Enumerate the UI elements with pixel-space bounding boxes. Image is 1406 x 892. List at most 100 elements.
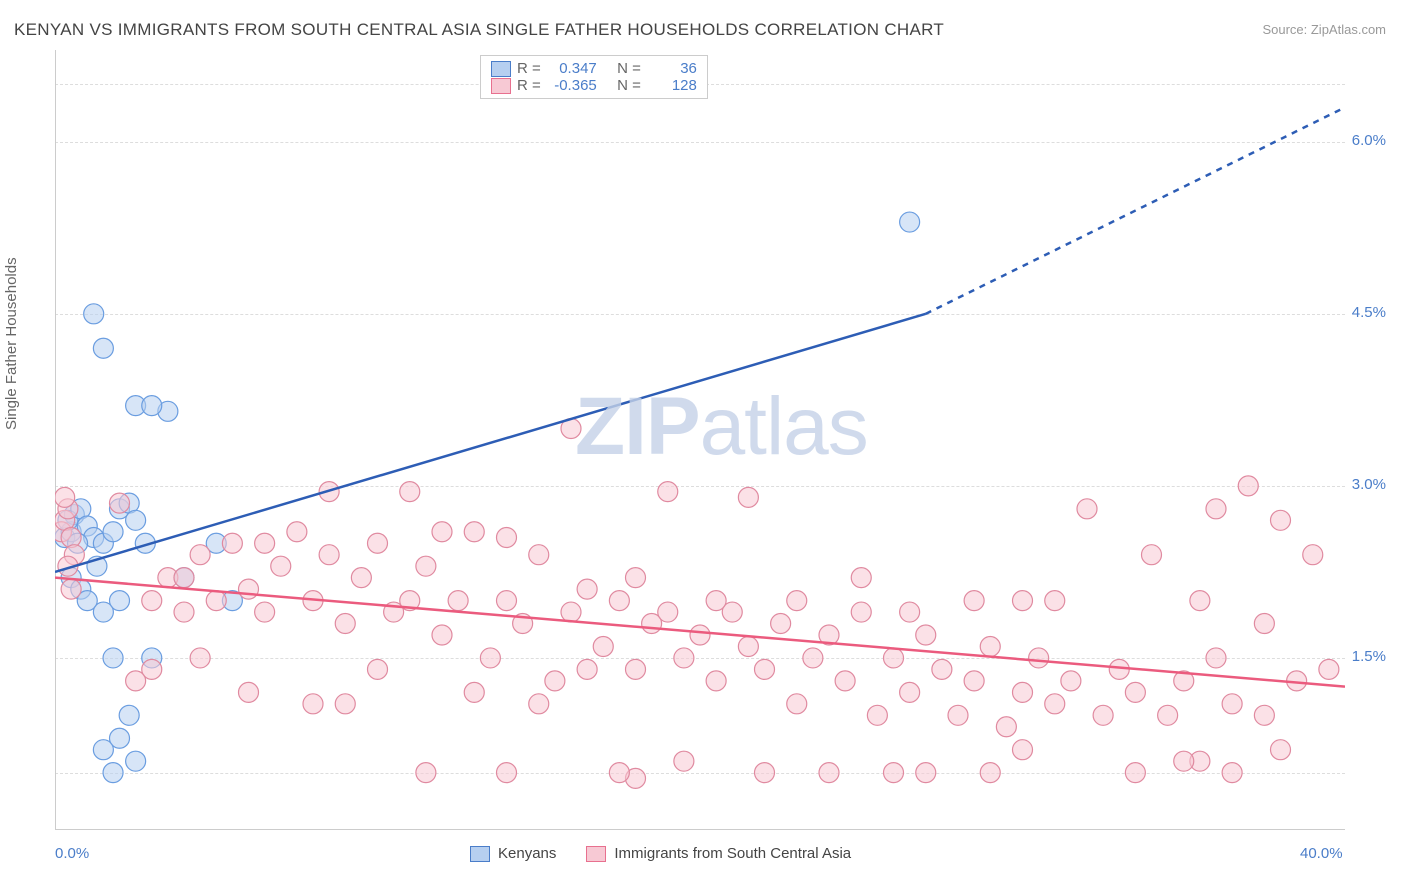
data-point [529,694,549,714]
scatter-svg [55,50,1345,830]
data-point [400,482,420,502]
data-point [706,591,726,611]
data-point [93,740,113,760]
data-point [1303,545,1323,565]
data-point [84,304,104,324]
trendline-extrapolated [926,107,1345,313]
data-point [932,659,952,679]
data-point [55,487,75,507]
data-point [319,545,339,565]
data-point [1093,705,1113,725]
r-label: R = [517,77,541,94]
data-point [787,694,807,714]
correlation-chart: KENYAN VS IMMIGRANTS FROM SOUTH CENTRAL … [0,0,1406,892]
data-point [464,522,484,542]
chart-title: KENYAN VS IMMIGRANTS FROM SOUTH CENTRAL … [14,20,944,40]
data-point [1271,740,1291,760]
data-point [609,763,629,783]
data-point [1271,510,1291,530]
legend-swatch [491,78,511,94]
data-point [142,396,162,416]
data-point [1254,705,1274,725]
legend-row: R =0.347 N =36 [491,60,697,77]
legend-row: R =-0.365 N =128 [491,77,697,94]
data-point [851,602,871,622]
data-point [658,602,678,622]
data-point [448,591,468,611]
data-point [464,682,484,702]
data-point [545,671,565,691]
data-point [271,556,291,576]
legend-label: Kenyans [498,845,556,862]
data-point [1013,682,1033,702]
data-point [980,763,1000,783]
legend-swatch [586,846,606,862]
data-point [174,568,194,588]
data-point [787,591,807,611]
data-point [1142,545,1162,565]
data-point [351,568,371,588]
data-point [1125,763,1145,783]
data-point [303,694,323,714]
data-point [480,648,500,668]
data-point [110,493,130,513]
data-point [255,533,275,553]
y-axis-label: Single Father Households [3,257,20,430]
data-point [996,717,1016,737]
data-point [206,591,226,611]
y-tick: 4.5% [1352,304,1386,321]
data-point [1158,705,1178,725]
data-point [1013,740,1033,760]
data-point [964,591,984,611]
data-point [577,579,597,599]
data-point [368,659,388,679]
data-point [916,763,936,783]
data-point [103,648,123,668]
data-point [497,763,517,783]
data-point [690,625,710,645]
data-point [1174,751,1194,771]
data-point [1029,648,1049,668]
data-point [626,568,646,588]
data-point [948,705,968,725]
data-point [335,614,355,634]
data-point [819,763,839,783]
data-point [529,545,549,565]
data-point [432,522,452,542]
data-point [738,636,758,656]
data-point [93,602,113,622]
data-point [561,602,581,622]
data-point [835,671,855,691]
x-tick: 40.0% [1300,845,1343,862]
data-point [916,625,936,645]
data-point [287,522,307,542]
trendline [55,578,1345,687]
data-point [103,763,123,783]
data-point [190,545,210,565]
data-point [900,212,920,232]
data-point [867,705,887,725]
r-value: -0.365 [547,77,597,94]
data-point [593,636,613,656]
data-point [222,533,242,553]
data-point [368,533,388,553]
data-point [190,648,210,668]
n-label: N = [617,77,641,94]
data-point [803,648,823,668]
data-point [900,602,920,622]
n-value: 36 [647,60,697,77]
data-point [126,751,146,771]
data-point [1109,659,1129,679]
data-point [416,556,436,576]
data-point [1045,591,1065,611]
y-tick: 1.5% [1352,648,1386,665]
data-point [61,528,81,548]
series-legend: KenyansImmigrants from South Central Asi… [470,845,851,862]
data-point [1013,591,1033,611]
legend-swatch [491,61,511,77]
data-point [126,671,146,691]
data-point [674,751,694,771]
data-point [142,591,162,611]
data-point [93,338,113,358]
data-point [1238,476,1258,496]
